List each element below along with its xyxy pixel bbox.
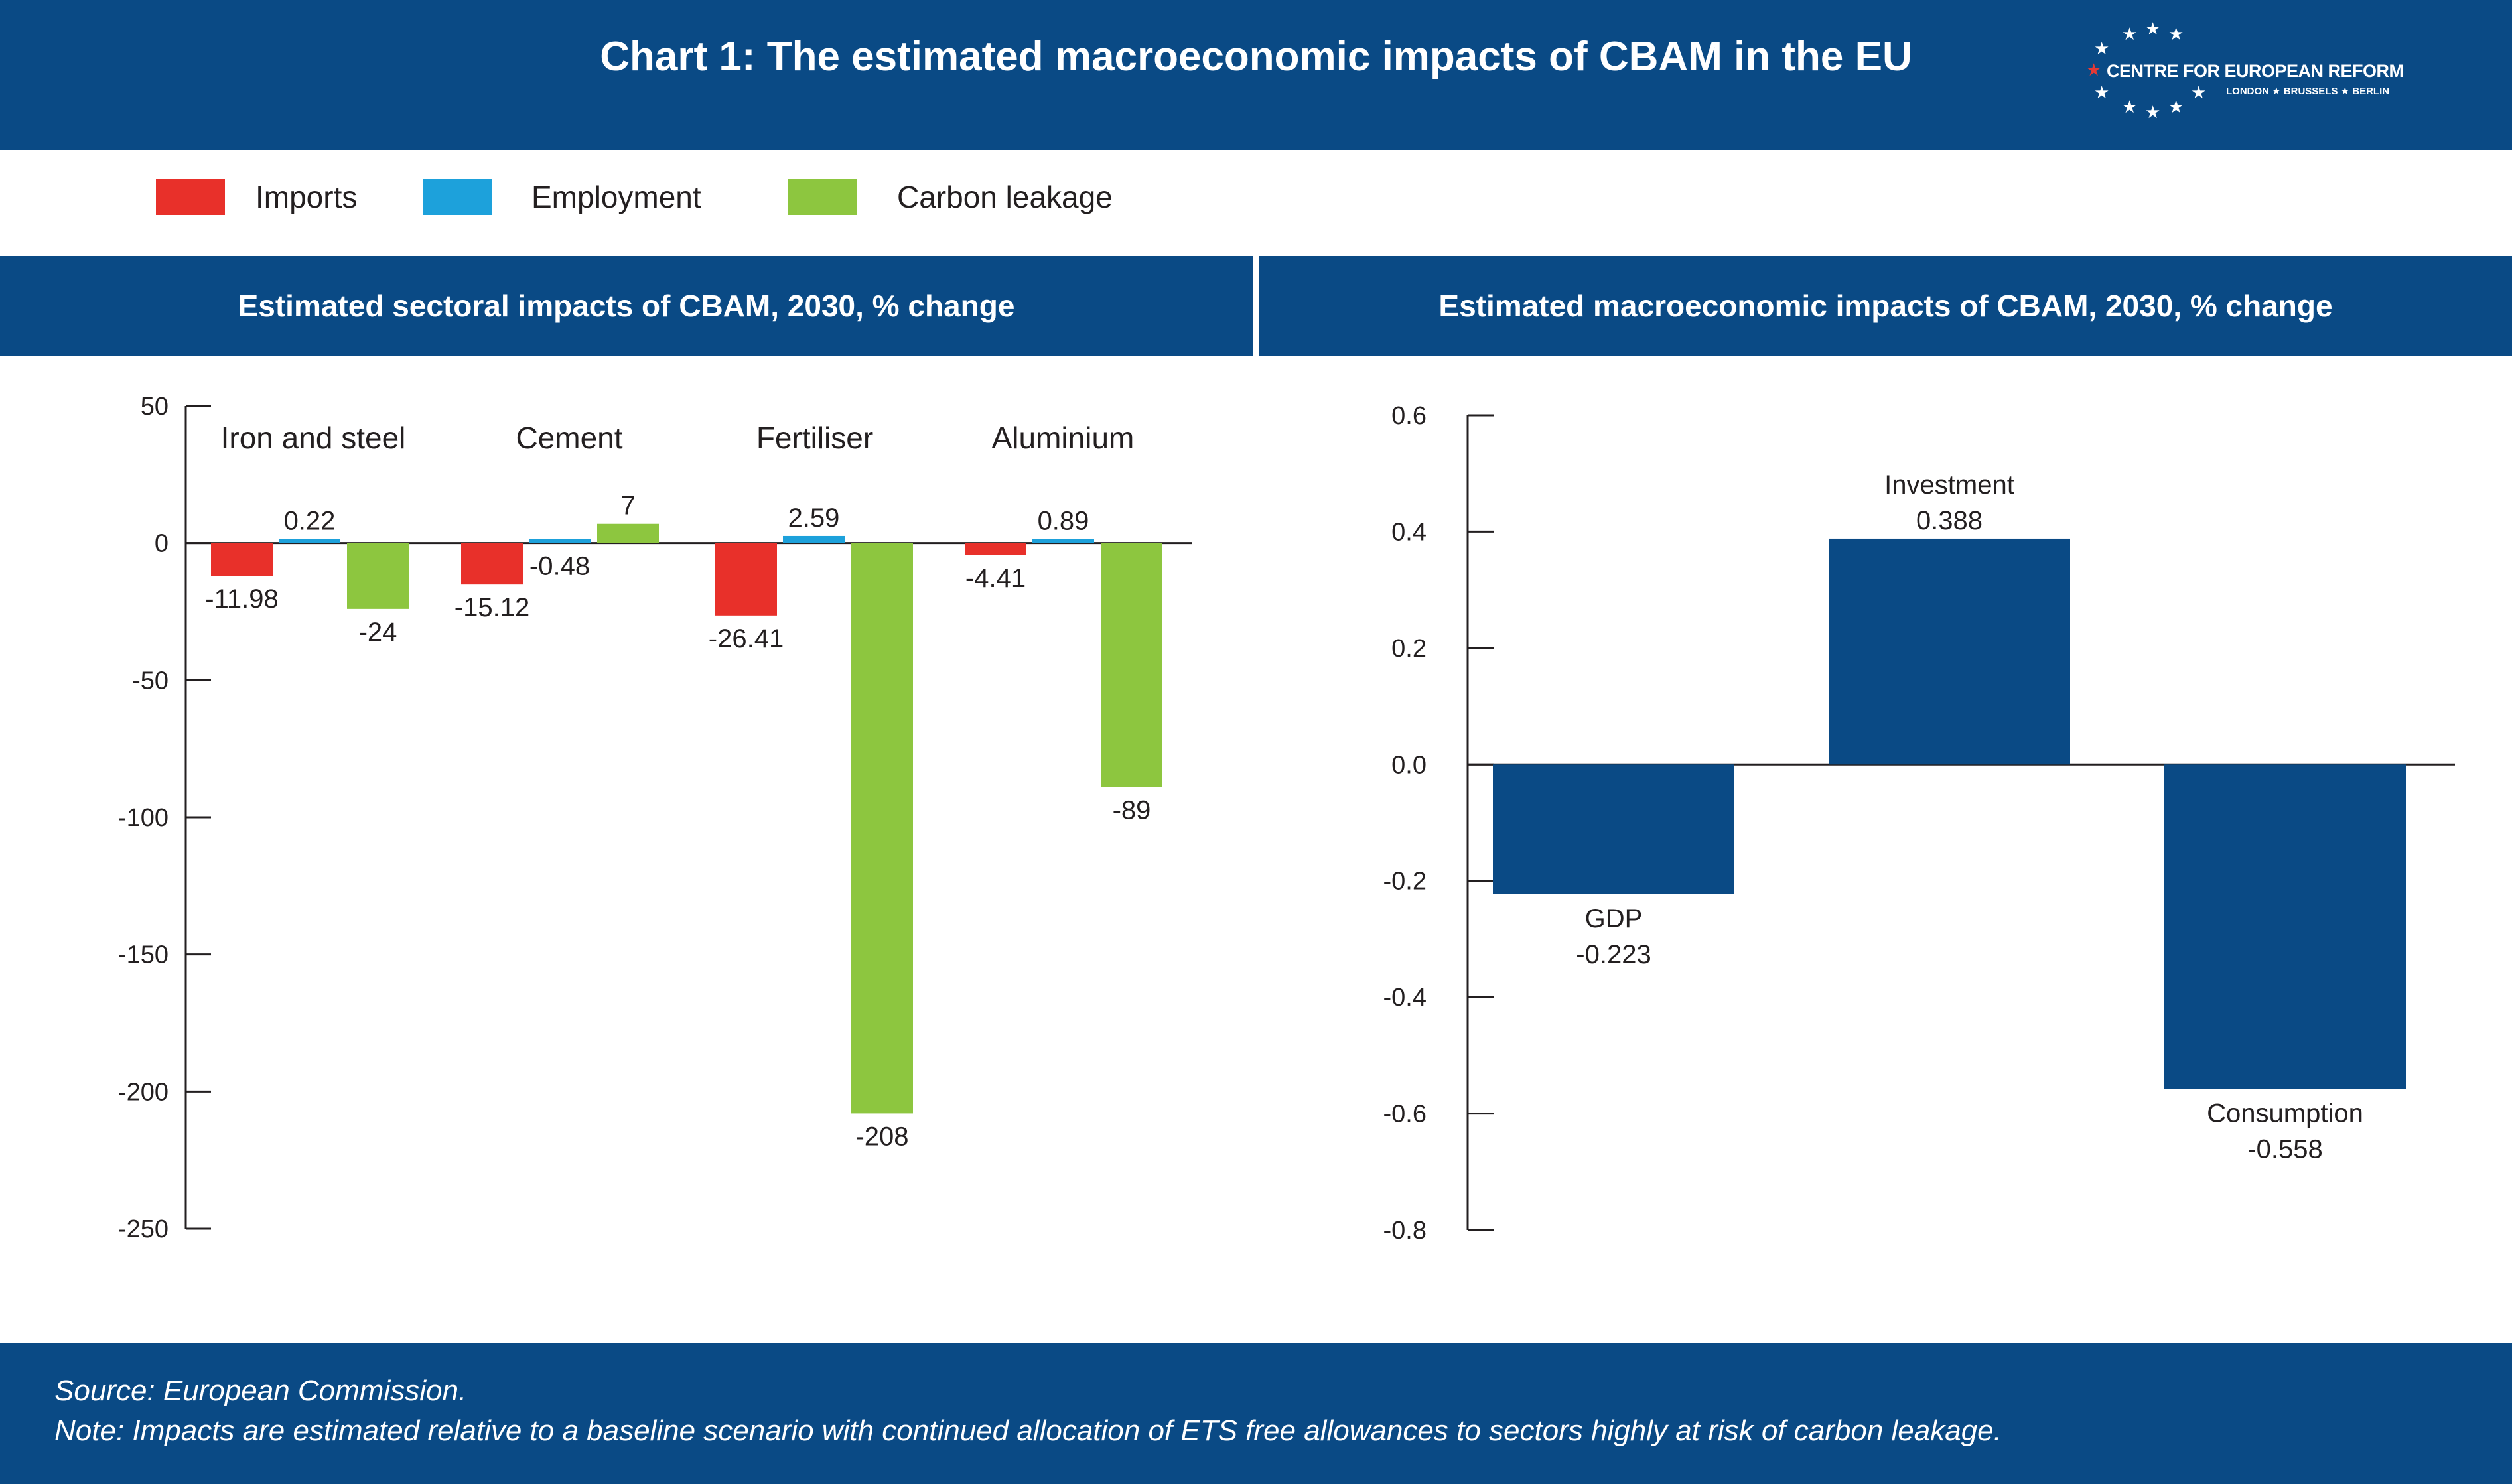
- y-tick-label: -100: [118, 804, 169, 832]
- chart-title: Chart 1: The estimated macroeconomic imp…: [600, 34, 1912, 80]
- bar-imports-iron-and-steel: [211, 543, 273, 576]
- data-label-carbon-leakage-aluminium: -89: [1113, 796, 1151, 825]
- bar-employment-aluminium: [1032, 539, 1094, 543]
- legend-label-carbon-leakage: Carbon leakage: [897, 180, 1113, 214]
- right-panel-title: Estimated macroeconomic impacts of CBAM,…: [1438, 289, 2333, 323]
- title-bar: Chart 1: The estimated macroeconomic imp…: [0, 0, 2512, 150]
- data-label-imports-cement: -15.12: [454, 593, 529, 622]
- data-label-employment-cement: -0.48: [529, 552, 590, 581]
- cer-logo: ★ ★ ★ ★ ★ ★ ★ ★ ★ ★ CENTRE FOR EUROPEAN …: [2077, 20, 2422, 126]
- bar-imports-aluminium: [965, 543, 1026, 555]
- bar-imports-cement: [461, 543, 523, 585]
- data-label-investment: 0.388: [1916, 506, 1983, 535]
- y-tick-label: -250: [118, 1215, 169, 1243]
- logo-name: CENTRE FOR EUROPEAN REFORM: [2107, 61, 2404, 81]
- macro-impacts-chart: 0.6 0.4 0.2 0.0 -0.2 -0.4 -0.6 -0.8 GDP -0.223 Inv…: [1383, 402, 2455, 1245]
- footer-note: Note: Impacts are estimated relative to …: [54, 1414, 2002, 1447]
- bar-consumption: [2164, 764, 2406, 1089]
- y-tick-label: -0.2: [1383, 868, 1427, 896]
- star-icon: ★: [2086, 60, 2102, 80]
- data-label-employment-iron-and-steel: 0.22: [284, 507, 336, 536]
- y-tick-label: 0.6: [1391, 402, 1427, 430]
- bar-carbon-leakage-fertiliser: [851, 543, 913, 1114]
- legend: [0, 150, 2512, 256]
- data-label-carbon-leakage-cement: 7: [620, 492, 635, 521]
- bar-gdp: [1493, 764, 1734, 894]
- y-tick-label: -200: [118, 1078, 169, 1106]
- category-label-aluminium: Aluminium: [992, 421, 1135, 455]
- bar-investment: [1829, 538, 2070, 765]
- logo-cities: LONDON ★ BRUSSELS ★ BERLIN: [2226, 86, 2390, 97]
- data-label-consumption: -0.558: [2247, 1135, 2322, 1164]
- bar-employment-fertiliser: [783, 535, 845, 543]
- legend-swatch-imports: [156, 179, 225, 215]
- bar-imports-fertiliser: [715, 543, 777, 616]
- star-icon: ★: [2145, 19, 2161, 38]
- data-label-carbon-leakage-iron-and-steel: -24: [359, 618, 397, 647]
- y-tick-label: -0.6: [1383, 1101, 1427, 1128]
- bar-carbon-leakage-cement: [597, 523, 659, 543]
- category-label-consumption: Consumption: [2207, 1099, 2363, 1128]
- y-tick-label: 0.4: [1391, 518, 1427, 546]
- data-label-imports-aluminium: -4.41: [965, 564, 1026, 593]
- data-label-carbon-leakage-fertiliser: -208: [855, 1122, 908, 1151]
- data-label-employment-fertiliser: 2.59: [788, 504, 840, 533]
- bar-carbon-leakage-iron-and-steel: [347, 543, 409, 609]
- y-tick-label: 0.0: [1391, 751, 1427, 779]
- y-tick-label: 0: [155, 530, 169, 558]
- star-icon: ★: [2168, 24, 2184, 44]
- legend-label-imports: Imports: [255, 180, 358, 214]
- footer: Source: European Commission. Note: Impac…: [0, 1343, 2512, 1484]
- legend-label-employment: Employment: [531, 180, 701, 214]
- y-tick-label: -150: [118, 941, 169, 969]
- star-icon: ★: [2122, 24, 2138, 44]
- sectoral-impacts-chart: 50 0 -50 -100 -150 -200 -250 Iron and steel -11.…: [118, 393, 1192, 1243]
- data-label-imports-fertiliser: -26.41: [709, 624, 784, 653]
- left-panel-header: Estimated sectoral impacts of CBAM, 2030…: [0, 256, 1253, 356]
- star-icon: ★: [2122, 97, 2138, 117]
- category-label-cement: Cement: [516, 421, 622, 455]
- star-icon: ★: [2094, 38, 2110, 58]
- category-label-gdp: GDP: [1585, 904, 1643, 933]
- footer-source: Source: European Commission.: [54, 1375, 467, 1407]
- y-tick-label: -0.8: [1383, 1217, 1427, 1245]
- y-tick-label: 50: [141, 393, 169, 421]
- star-icon: ★: [2094, 82, 2110, 102]
- star-icon: ★: [2168, 97, 2184, 117]
- legend-swatch-employment: [423, 179, 492, 215]
- category-label-iron-and-steel: Iron and steel: [221, 421, 406, 455]
- y-tick-label: 0.2: [1391, 635, 1427, 663]
- left-panel-title: Estimated sectoral impacts of CBAM, 2030…: [238, 289, 1015, 323]
- right-panel-header: Estimated macroeconomic impacts of CBAM,…: [1259, 256, 2512, 356]
- data-label-gdp: -0.223: [1576, 940, 1651, 969]
- y-tick-label: -0.4: [1383, 984, 1427, 1012]
- category-label-fertiliser: Fertiliser: [756, 421, 873, 455]
- data-label-employment-aluminium: 0.89: [1038, 507, 1089, 536]
- bar-employment-cement: [529, 539, 591, 543]
- bar-employment-iron-and-steel: [279, 539, 340, 543]
- star-icon: ★: [2145, 102, 2161, 122]
- legend-swatch-carbon-leakage: [788, 179, 857, 215]
- star-icon: ★: [2191, 82, 2207, 102]
- bar-carbon-leakage-aluminium: [1101, 543, 1162, 787]
- category-label-investment: Investment: [1884, 470, 2014, 500]
- y-tick-label: -50: [132, 667, 169, 695]
- data-label-imports-iron-and-steel: -11.98: [205, 584, 278, 614]
